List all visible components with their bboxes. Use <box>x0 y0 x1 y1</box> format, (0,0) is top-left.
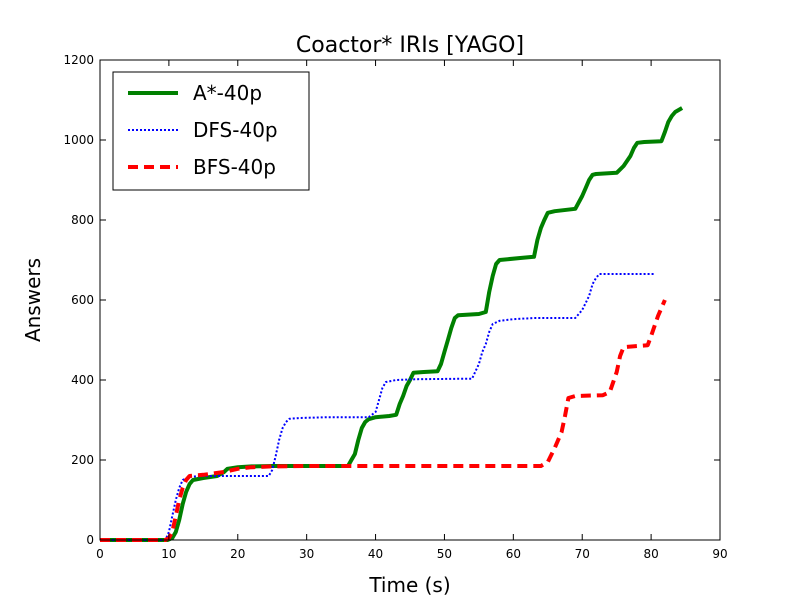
y-tick-label: 1000 <box>63 133 94 147</box>
y-tick-label: 1200 <box>63 53 94 67</box>
y-tick-label: 600 <box>71 293 94 307</box>
x-tick-label: 40 <box>368 547 383 561</box>
legend: A*-40p DFS-40p BFS-40p <box>112 71 310 191</box>
y-tick-label: 0 <box>86 533 94 547</box>
series-line-a-40p <box>100 106 684 542</box>
series-layer <box>100 106 684 542</box>
legend-label-astar: A*-40p <box>193 81 262 105</box>
y-tick-label: 800 <box>71 213 94 227</box>
y-tick-label: 400 <box>71 373 94 387</box>
x-axis-title: Time (s) <box>368 573 450 597</box>
x-tick-label: 90 <box>712 547 727 561</box>
legend-label-dfs: DFS-40p <box>193 118 278 142</box>
chart-title: Coactor* IRIs [YAGO] <box>296 33 524 58</box>
ticks-layer: 0 10 20 30 40 50 60 70 80 90 0 200 400 600 800 1000 1200 <box>63 53 727 561</box>
x-tick-label: 70 <box>575 547 590 561</box>
x-tick-label: 20 <box>230 547 245 561</box>
x-tick-label: 0 <box>96 547 104 561</box>
x-tick-label: 50 <box>437 547 452 561</box>
x-tick-label: 10 <box>161 547 176 561</box>
x-tick-label: 60 <box>506 547 521 561</box>
x-tick-label: 30 <box>299 547 314 561</box>
legend-label-bfs: BFS-40p <box>193 155 276 179</box>
x-tick-label: 80 <box>643 547 658 561</box>
series-line-bfs-40p <box>100 299 667 542</box>
y-tick-label: 200 <box>71 453 94 467</box>
y-axis-title: Answers <box>21 258 45 342</box>
